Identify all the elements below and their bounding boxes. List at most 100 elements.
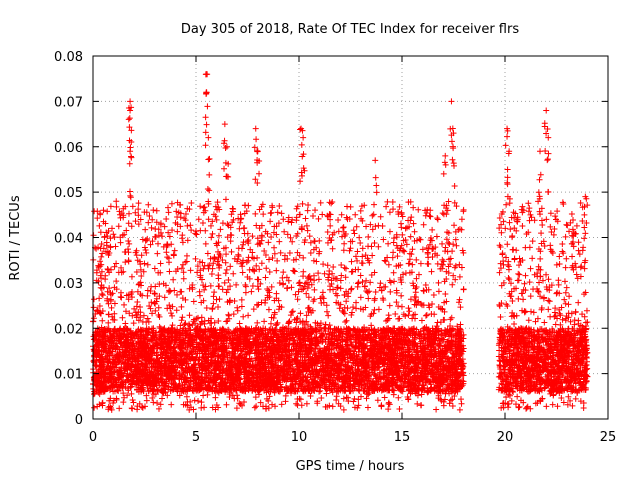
data-point (429, 300, 436, 307)
data-point (460, 206, 467, 213)
data-point (186, 312, 193, 319)
data-point (130, 399, 137, 406)
data-point (405, 305, 412, 312)
data-point (399, 231, 406, 238)
data-point (284, 231, 291, 238)
data-point (253, 262, 260, 269)
data-point (228, 211, 235, 218)
data-point (439, 256, 446, 263)
data-point (425, 261, 432, 268)
data-point (339, 224, 346, 231)
data-point (329, 245, 336, 252)
data-point (255, 286, 262, 293)
data-point (371, 240, 378, 247)
data-point (401, 248, 408, 255)
data-point (222, 259, 229, 266)
data-point (187, 222, 194, 229)
data-point (312, 207, 319, 214)
data-point (303, 290, 310, 297)
data-point (420, 288, 427, 295)
data-point (302, 215, 309, 222)
data-point (148, 299, 155, 306)
data-point (238, 296, 245, 303)
data-point (207, 222, 214, 229)
data-point (240, 313, 247, 320)
data-point (180, 275, 187, 282)
data-point (260, 211, 267, 218)
data-point (153, 207, 160, 214)
data-point (116, 405, 123, 412)
data-point (207, 282, 214, 289)
data-point (122, 320, 129, 327)
data-point (156, 293, 163, 300)
data-point (415, 271, 422, 278)
data-point (144, 261, 151, 268)
data-point (374, 397, 381, 404)
data-point (390, 249, 397, 256)
data-point (417, 236, 424, 243)
data-point (371, 297, 378, 304)
data-point (237, 219, 244, 226)
data-point (324, 262, 331, 269)
data-point (231, 297, 238, 304)
data-point (239, 269, 246, 276)
data-point (251, 404, 258, 411)
data-point (375, 243, 382, 250)
data-point (132, 218, 139, 225)
data-point (453, 203, 460, 210)
data-point (357, 272, 364, 279)
data-point (365, 243, 372, 250)
data-point (223, 318, 230, 325)
data-point (330, 264, 337, 271)
data-point (168, 200, 175, 207)
data-point (391, 235, 398, 242)
data-point (387, 288, 394, 295)
data-point (271, 244, 278, 251)
data-point (359, 245, 366, 252)
data-point (350, 227, 357, 234)
data-point (318, 395, 325, 402)
data-point (456, 273, 463, 280)
data-point (134, 299, 141, 306)
data-point (126, 310, 133, 317)
data-point (418, 317, 425, 324)
data-point (139, 236, 146, 243)
data-point (106, 285, 113, 292)
data-point (281, 228, 288, 235)
data-point (155, 352, 162, 359)
data-point (280, 269, 287, 276)
data-point (115, 223, 122, 230)
data-point (169, 312, 176, 319)
data-point (168, 241, 175, 248)
data-point (217, 226, 224, 233)
data-point (300, 254, 307, 261)
data-point (125, 220, 132, 227)
chart-title: Day 305 of 2018, Rate Of TEC Index for r… (181, 22, 519, 37)
data-point (366, 288, 373, 295)
data-point (184, 222, 191, 229)
data-point (121, 301, 128, 308)
data-point (435, 288, 442, 295)
data-point (235, 245, 242, 252)
data-point (227, 263, 234, 270)
data-point (96, 222, 103, 229)
data-point (266, 268, 273, 275)
data-point (261, 318, 268, 325)
data-point (179, 314, 186, 321)
data-point (165, 204, 171, 211)
data-point (238, 215, 245, 222)
data-point (199, 219, 206, 226)
data-point (128, 273, 135, 280)
data-point (355, 266, 362, 273)
data-point (221, 279, 228, 286)
data-point (357, 294, 364, 301)
data-point (341, 264, 348, 271)
data-point (183, 393, 190, 400)
data-point (297, 396, 304, 403)
data-point (385, 240, 392, 247)
data-point (147, 241, 154, 248)
data-point (170, 276, 177, 283)
data-point (278, 401, 285, 408)
data-point (403, 241, 410, 248)
data-point (243, 259, 250, 266)
